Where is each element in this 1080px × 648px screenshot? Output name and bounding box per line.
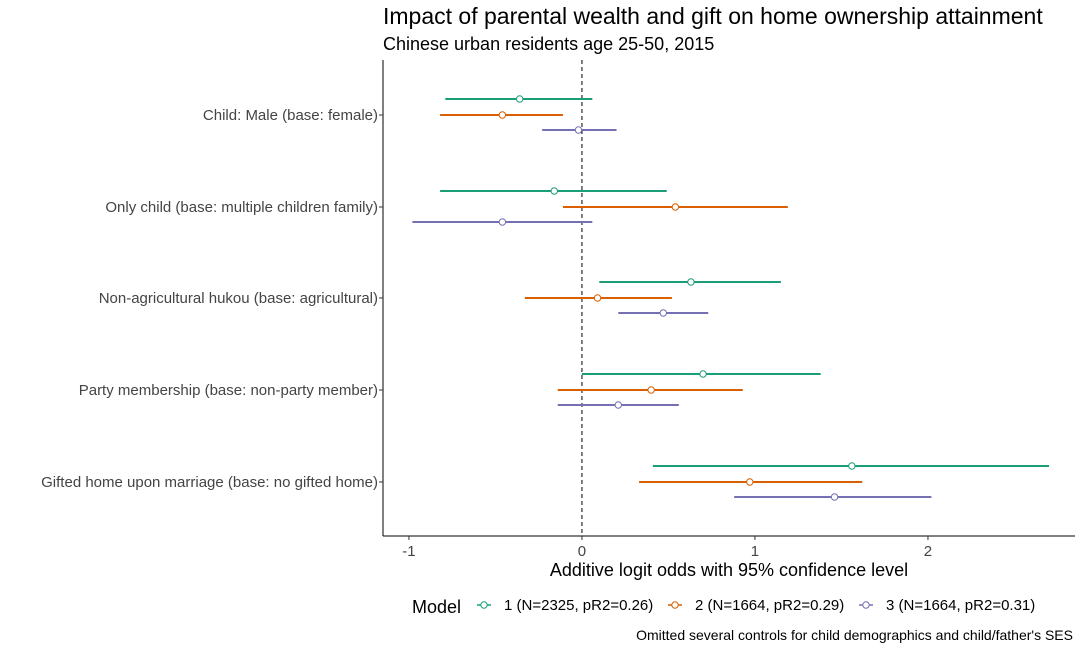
x-axis-title: Additive logit odds with 95% confidence … [550,560,908,580]
estimate-point [659,309,667,317]
x-tick-label: 2 [924,543,932,560]
legend-title: Model [412,597,461,617]
estimate-point [614,401,622,409]
estimate-point [515,95,524,103]
estimate-point [647,386,655,394]
estimate-point [687,278,695,286]
estimate-point [830,493,839,501]
category-label: Party membership (base: non-party member… [79,382,378,399]
estimate-point [574,126,583,134]
estimate-point [498,218,507,226]
category-label: Only child (base: multiple children fami… [105,199,378,216]
legend: Model 1 (N=2325, pR2=0.26) 2 (N=1664, pR2… [412,597,1035,617]
plot-panel [412,60,1050,536]
estimate-point [699,370,707,378]
category-label: Non-agricultural hukou (base: agricultur… [99,290,378,307]
category-label: Child: Male (base: female) [203,107,378,124]
x-tick-label: -1 [402,543,415,560]
estimate-point [593,294,602,302]
legend-key-point [480,601,488,609]
x-axis-ticks: -1 0 1 2 [402,536,932,560]
estimate-point [746,478,754,486]
legend-label: 1 (N=2325, pR2=0.26) [504,597,653,614]
estimate-point [848,462,856,470]
legend-key-point [671,601,679,609]
chart-subtitle: Chinese urban residents age 25-50, 2015 [383,34,714,54]
legend-key-point [862,601,870,609]
chart-caption: Omitted several controls for child demog… [636,627,1073,643]
legend-label: 2 (N=1664, pR2=0.29) [695,597,844,614]
chart-title: Impact of parental wealth and gift on ho… [383,3,1043,29]
y-axis-ticks: Child: Male (base: female) Only child (ba… [41,107,383,491]
estimate-point [550,187,558,195]
x-tick-label: 0 [578,543,586,560]
estimate-point [671,203,680,211]
x-tick-label: 1 [751,543,759,560]
estimate-point [498,111,507,119]
legend-label: 3 (N=1664, pR2=0.31) [886,597,1035,614]
category-label: Gifted home upon marriage (base: no gift… [41,474,378,491]
